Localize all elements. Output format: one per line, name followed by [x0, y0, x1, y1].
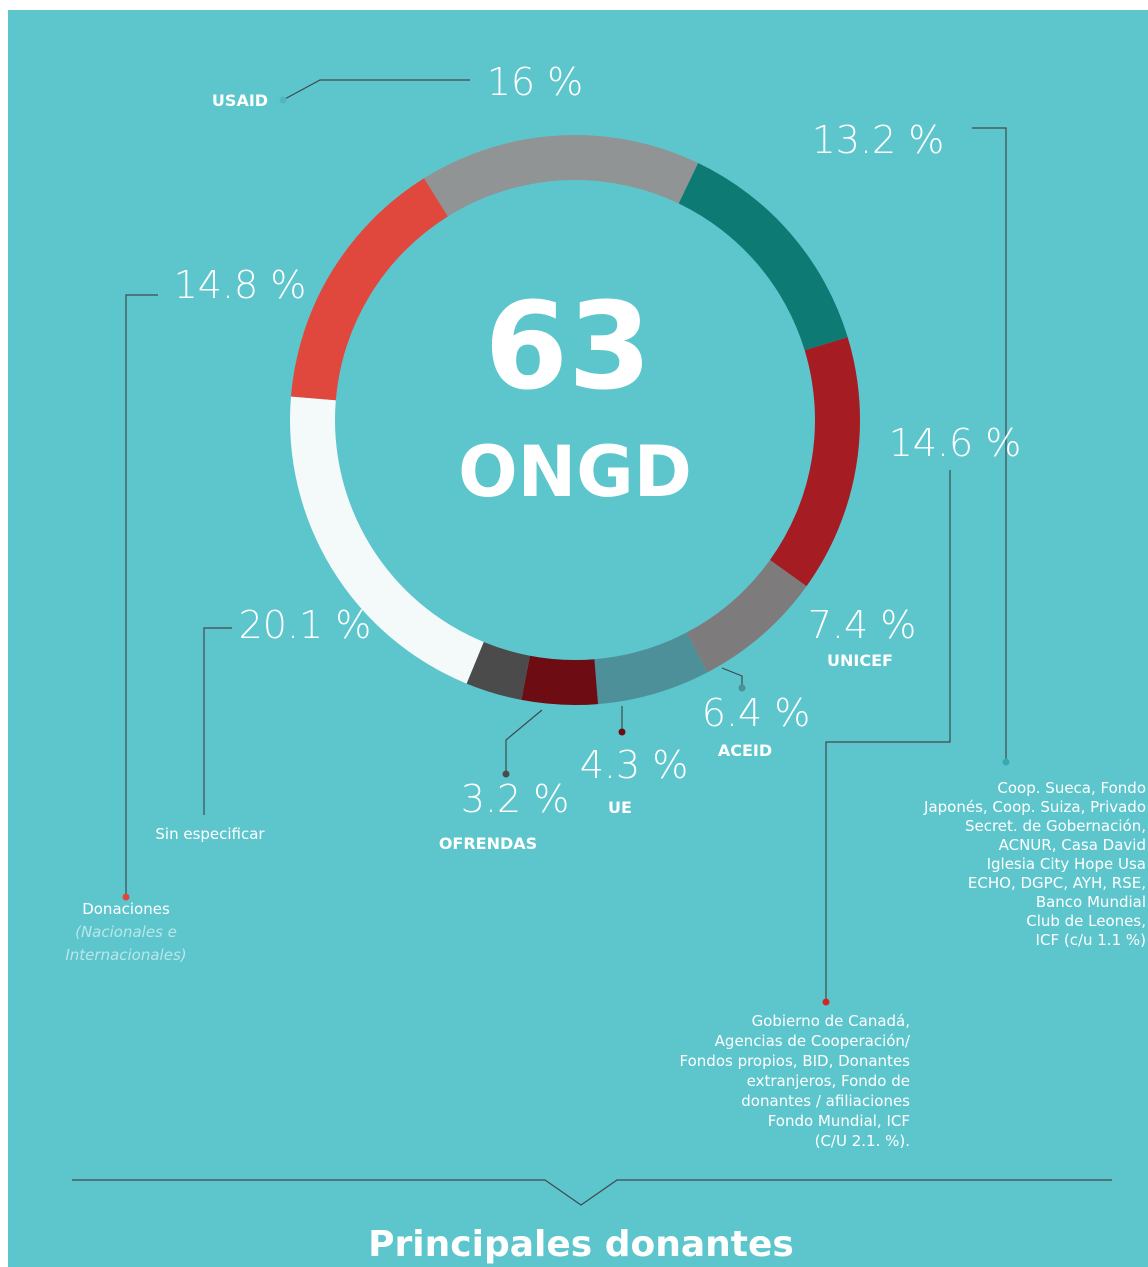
note-line: (Nacionales e: [75, 923, 177, 941]
note-line: ECHO, DGPC, AYH, RSE,: [968, 874, 1146, 892]
category-label: USAID: [212, 91, 268, 110]
note-line: Coop. Sueca, Fondo: [997, 779, 1146, 797]
category-label: ACEID: [718, 741, 772, 760]
chart: 63 ONGD Principales donantes 16 % 13.2 % 1…: [0, 0, 1148, 1267]
note-line: donantes / afiliaciones: [741, 1092, 910, 1110]
note-line: Fondo Mundial, ICF: [768, 1112, 910, 1130]
note-line: Iglesia City Hope Usa: [987, 855, 1146, 873]
category-label: Donaciones: [82, 900, 170, 918]
value-label: 6.4 %: [702, 691, 811, 735]
chart-title: Principales donantes: [368, 1224, 794, 1265]
center-label: ONGD: [458, 431, 692, 513]
category-label: UE: [608, 798, 632, 817]
page: {"chart_data":{"type":"donut","title":"P…: [0, 0, 1148, 1267]
value-label: 3.2 %: [461, 777, 570, 821]
background: [8, 10, 1148, 1267]
center-value: 63: [485, 278, 652, 417]
note-line: Club de Leones,: [1026, 912, 1146, 930]
value-label: 13.2 %: [812, 118, 945, 162]
note-line: ACNUR, Casa David: [999, 836, 1146, 854]
note-line: Japonés, Coop. Suiza, Privado: [923, 798, 1146, 816]
note-line: (C/U 2.1. %).: [815, 1132, 910, 1150]
value-label: 4.3 %: [580, 743, 689, 787]
note-line: Fondos propios, BID, Donantes: [680, 1052, 911, 1070]
value-label: 14.8 %: [174, 263, 307, 307]
donut-segment: [521, 656, 598, 705]
note-line: Secret. de Gobernación,: [965, 817, 1146, 835]
note-line: Agencias de Cooperación/: [715, 1032, 911, 1050]
value-label: 20.1 %: [239, 603, 372, 647]
category-label: UNICEF: [827, 651, 893, 670]
note-line: extranjeros, Fondo de: [747, 1072, 910, 1090]
note-line: Banco Mundial: [1036, 893, 1146, 911]
value-label: 7.4 %: [808, 603, 917, 647]
category-label: Sin especificar: [155, 825, 265, 843]
value-label: 14.6 %: [889, 421, 1022, 465]
category-label: OFRENDAS: [439, 834, 537, 853]
note-line: Gobierno de Canadá,: [752, 1012, 910, 1030]
value-label: 16 %: [487, 60, 584, 104]
note-line: ICF (c/u 1.1 %): [1036, 931, 1146, 949]
note-line: Internacionales): [65, 946, 186, 964]
